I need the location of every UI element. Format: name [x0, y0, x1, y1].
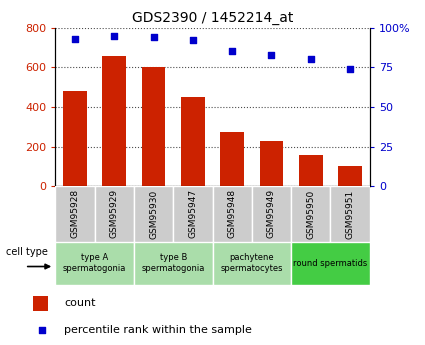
Text: GSM95948: GSM95948 — [228, 189, 237, 238]
Text: count: count — [64, 298, 96, 308]
Title: GDS2390 / 1452214_at: GDS2390 / 1452214_at — [132, 11, 293, 25]
Bar — [212, 186, 252, 242]
Point — [71, 36, 78, 41]
Bar — [252, 186, 291, 242]
Bar — [55, 186, 94, 242]
Text: round spermatids: round spermatids — [293, 258, 368, 268]
Text: GSM95928: GSM95928 — [71, 189, 79, 238]
Point — [39, 327, 46, 333]
Bar — [260, 141, 283, 186]
Text: GSM95951: GSM95951 — [346, 189, 354, 238]
Point — [229, 49, 235, 54]
Bar — [212, 241, 291, 285]
Bar — [94, 186, 134, 242]
Bar — [291, 241, 370, 285]
Point — [190, 38, 196, 43]
Text: GSM95929: GSM95929 — [110, 189, 119, 238]
Text: cell type: cell type — [6, 247, 48, 257]
Text: type B
spermatogonia: type B spermatogonia — [142, 253, 205, 273]
Text: GSM95947: GSM95947 — [188, 189, 197, 238]
Bar — [331, 186, 370, 242]
Bar — [291, 186, 331, 242]
Point — [307, 57, 314, 62]
Bar — [33, 296, 48, 311]
Point — [111, 33, 118, 38]
Text: GSM95930: GSM95930 — [149, 189, 158, 238]
Point — [347, 66, 354, 72]
Bar — [142, 67, 165, 186]
Bar — [299, 155, 323, 186]
Bar — [181, 97, 204, 186]
Bar — [220, 132, 244, 186]
Bar — [338, 166, 362, 186]
Text: percentile rank within the sample: percentile rank within the sample — [64, 325, 252, 335]
Bar — [102, 56, 126, 186]
Bar — [63, 91, 87, 186]
Bar — [134, 186, 173, 242]
Text: type A
spermatogonia: type A spermatogonia — [63, 253, 126, 273]
Point — [268, 52, 275, 57]
Text: GSM95950: GSM95950 — [306, 189, 315, 238]
Point — [150, 34, 157, 40]
Bar — [55, 241, 134, 285]
Bar — [134, 241, 212, 285]
Bar — [173, 186, 212, 242]
Text: GSM95949: GSM95949 — [267, 189, 276, 238]
Text: pachytene
spermatocytes: pachytene spermatocytes — [221, 253, 283, 273]
